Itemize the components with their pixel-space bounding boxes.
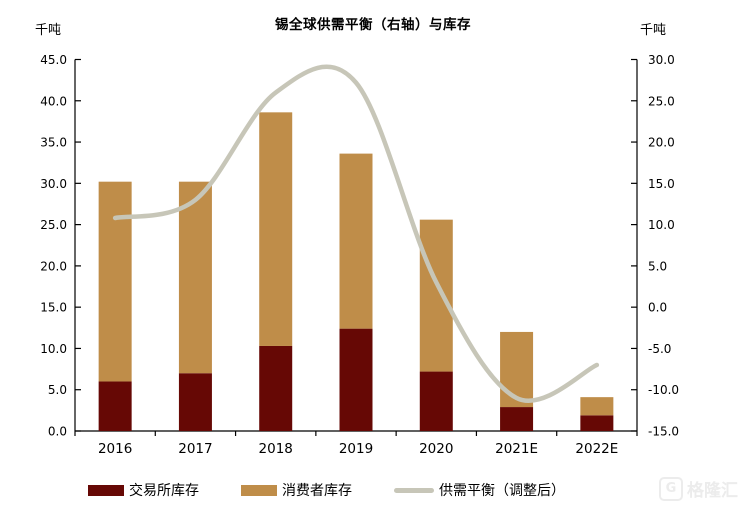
left-axis-tick-label: 30.0 — [40, 177, 67, 191]
left-axis-unit-label: 千吨 — [35, 23, 62, 38]
right-axis-tick-label: -15.0 — [648, 425, 679, 439]
x-axis-category-label: 2017 — [178, 441, 212, 457]
legend-item-balance-line: 供需平衡（调整后） — [394, 480, 565, 500]
bar-segment-2016-consumer — [98, 181, 132, 382]
left-axis-tick-label: 40.0 — [40, 94, 67, 108]
bar-segment-2022E-consumer — [580, 397, 614, 416]
bar-segment-2019-consumer — [339, 153, 373, 329]
left-axis-tick-label: 45.0 — [40, 53, 67, 67]
right-axis-tick-label: -10.0 — [648, 383, 679, 397]
bar-segment-2020-consumer — [419, 219, 453, 372]
bar-segment-2021E-exchange — [500, 407, 534, 431]
bar-segment-2021E-consumer — [500, 331, 534, 408]
left-axis-tick-label: 35.0 — [40, 136, 67, 150]
right-axis-tick-label: 0.0 — [648, 301, 667, 315]
right-axis-unit-label: 千吨 — [640, 23, 667, 38]
legend: 交易所库存 消费者库存 供需平衡（调整后） — [88, 480, 565, 500]
left-axis-tick-label: 0.0 — [48, 425, 67, 439]
x-axis-category-label: 2018 — [259, 441, 293, 457]
x-axis-category-label: 2019 — [339, 441, 373, 457]
x-axis-category-label: 2022E — [575, 441, 618, 457]
bar-segment-2017-consumer — [178, 181, 212, 374]
legend-swatch-consumer-inventory — [241, 484, 277, 496]
plot-area: 0.0 5.0 10.0 15.0 20.0 25.0 30.0 35.0 40.0 45.0 -1… — [40, 53, 679, 457]
x-axis-category-label: 2021E — [495, 441, 538, 457]
bar-segment-2020-exchange — [419, 371, 453, 431]
x-axis-category-label: 2020 — [419, 441, 453, 457]
left-axis-tick-label: 5.0 — [48, 383, 67, 397]
right-axis-tick-label: 15.0 — [648, 177, 675, 191]
bar-segment-2018-consumer — [259, 112, 293, 346]
legend-label-consumer-inventory: 消费者库存 — [282, 483, 352, 499]
gelonghui-logo-icon: G — [659, 476, 683, 501]
left-axis-tick-label: 10.0 — [40, 342, 67, 356]
legend-label-exchange-inventory: 交易所库存 — [129, 483, 199, 499]
legend-swatch-balance-line — [394, 487, 434, 493]
right-axis-tick-label: 10.0 — [648, 218, 675, 232]
bar-segment-2018-exchange — [259, 345, 293, 431]
legend-item-consumer-inventory: 消费者库存 — [241, 480, 352, 500]
right-axis-tick-label: 20.0 — [648, 136, 675, 150]
right-axis-tick-label: 5.0 — [648, 259, 667, 273]
chart-title: 锡全球供需平衡（右轴）与库存 — [275, 17, 471, 33]
gelonghui-watermark-text: 格隆汇 — [687, 481, 738, 501]
right-axis-tick-label: 30.0 — [648, 53, 675, 67]
right-axis-tick-label: -5.0 — [648, 342, 671, 356]
legend-label-balance-line: 供需平衡（调整后） — [439, 483, 565, 499]
gelonghui-watermark: G 格隆汇 — [659, 476, 738, 501]
right-axis-tick-label: 25.0 — [648, 94, 675, 108]
bar-segment-2017-exchange — [178, 373, 212, 431]
x-axis-category-label: 2016 — [98, 441, 132, 457]
left-axis-tick-label: 15.0 — [40, 301, 67, 315]
bar-segment-2022E-exchange — [580, 415, 614, 431]
legend-item-exchange-inventory: 交易所库存 — [88, 480, 199, 500]
left-axis-tick-label: 20.0 — [40, 259, 67, 273]
balance-line — [112, 64, 600, 403]
left-axis-tick-label: 25.0 — [40, 218, 67, 232]
bar-segment-2016-exchange — [98, 381, 132, 431]
bar-segment-2019-exchange — [339, 328, 373, 431]
legend-swatch-exchange-inventory — [88, 484, 124, 496]
